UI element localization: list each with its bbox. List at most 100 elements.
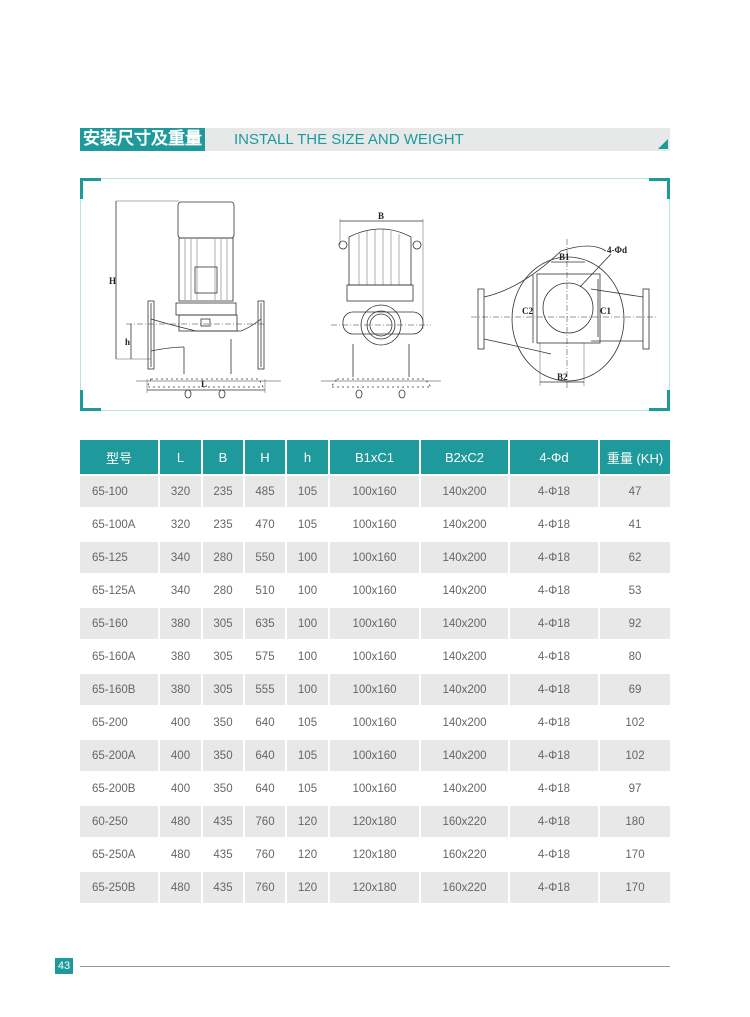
table-cell: 760 xyxy=(243,870,286,903)
label-B: B xyxy=(378,211,384,221)
pump-front-view xyxy=(321,219,441,399)
table-cell: 555 xyxy=(243,672,286,706)
table-cell: 65-160B xyxy=(80,672,159,706)
table-cell: 435 xyxy=(201,870,244,903)
table-cell: 100x160 xyxy=(328,639,420,673)
table-cell: 480 xyxy=(158,804,202,838)
table-cell: 140x200 xyxy=(419,639,509,673)
table-cell: 53 xyxy=(598,573,670,607)
table-cell: 635 xyxy=(243,606,286,640)
table-cell: 340 xyxy=(158,540,202,574)
table-cell: 760 xyxy=(243,804,286,838)
table-cell: 435 xyxy=(201,837,244,871)
table-cell: 350 xyxy=(201,738,244,772)
corner-bracket xyxy=(649,390,670,411)
table-cell: 65-125 xyxy=(80,540,159,574)
table-cell: 140x200 xyxy=(419,606,509,640)
table-row: 65-250B 480 435 760 120 120x180 160x220 4-Φ18 17… xyxy=(80,870,670,903)
table-cell: 350 xyxy=(201,705,244,739)
table-cell: 4-Φ18 xyxy=(508,771,599,805)
table-cell: 4-Φ18 xyxy=(508,837,599,871)
corner-bracket xyxy=(80,390,101,411)
column-header: 重量 (KH) xyxy=(598,440,670,475)
table-cell: 47 xyxy=(598,474,670,508)
table-cell: 140x200 xyxy=(419,474,509,508)
table-cell: 140x200 xyxy=(419,540,509,574)
table-row: 65-160B 380 305 555 100 100x160 140x200 4-Φ18 69 xyxy=(80,672,670,706)
table-cell: 550 xyxy=(243,540,286,574)
table-row: 65-200A 400 350 640 105 100x160 140x200 4-Φ18 10… xyxy=(80,738,670,772)
table-cell: 140x200 xyxy=(419,771,509,805)
column-header: 型号 xyxy=(80,440,159,475)
table-cell: 4-Φ18 xyxy=(508,606,599,640)
label-B1: B1 xyxy=(559,252,570,262)
section-title-bar: 安装尺寸及重量 INSTALL THE SIZE AND WEIGHT xyxy=(80,128,670,151)
table-cell: 140x200 xyxy=(419,573,509,607)
column-header: 4-Φd xyxy=(508,440,599,475)
table-cell: 4-Φ18 xyxy=(508,474,599,508)
table-cell: 305 xyxy=(201,606,244,640)
table-cell: 400 xyxy=(158,705,202,739)
table-cell: 100 xyxy=(285,573,329,607)
table-cell: 105 xyxy=(285,738,329,772)
table-cell: 92 xyxy=(598,606,670,640)
corner-bracket xyxy=(80,178,101,199)
column-header: L xyxy=(158,440,202,475)
table-cell: 100x160 xyxy=(328,573,420,607)
table-cell: 140x200 xyxy=(419,705,509,739)
table-cell: 575 xyxy=(243,639,286,673)
table-cell: 380 xyxy=(158,672,202,706)
table-cell: 100x160 xyxy=(328,507,420,541)
table-cell: 65-100 xyxy=(80,474,159,508)
column-header: H xyxy=(243,440,286,475)
table-cell: 65-250B xyxy=(80,870,159,903)
table-cell: 485 xyxy=(243,474,286,508)
table-cell: 105 xyxy=(285,507,329,541)
table-cell: 4-Φ18 xyxy=(508,507,599,541)
table-cell: 160x220 xyxy=(419,837,509,871)
table-cell: 4-Φ18 xyxy=(508,639,599,673)
table-cell: 102 xyxy=(598,705,670,739)
footer-divider xyxy=(80,966,670,967)
table-cell: 120x180 xyxy=(328,837,420,871)
label-holes: 4-Φd xyxy=(607,245,627,255)
pump-side-view xyxy=(115,200,281,399)
column-header: B xyxy=(201,440,244,475)
table-row: 65-200 400 350 640 105 100x160 140x200 4-Φ18 102 xyxy=(80,705,670,739)
table-row: 65-100A 320 235 470 105 100x160 140x200 4-Φ18 41 xyxy=(80,507,670,541)
table-cell: 100 xyxy=(285,672,329,706)
dimension-diagram: H h L B xyxy=(80,178,670,411)
table-cell: 305 xyxy=(201,672,244,706)
table-cell: 69 xyxy=(598,672,670,706)
label-C1: C1 xyxy=(600,306,611,316)
table-cell: 4-Φ18 xyxy=(508,804,599,838)
table-cell: 41 xyxy=(598,507,670,541)
corner-bracket xyxy=(649,178,670,199)
table-cell: 280 xyxy=(201,573,244,607)
pump-top-view xyxy=(471,239,657,389)
table-cell: 120x180 xyxy=(328,870,420,903)
table-row: 65-160 380 305 635 100 100x160 140x200 4-Φ18 92 xyxy=(80,606,670,640)
table-row: 65-160A 380 305 575 100 100x160 140x200 4-Φ18 80 xyxy=(80,639,670,673)
table-cell: 435 xyxy=(201,804,244,838)
table-cell: 102 xyxy=(598,738,670,772)
table-row: 60-250 480 435 760 120 120x180 160x220 4-Φ18 180 xyxy=(80,804,670,838)
table-cell: 120 xyxy=(285,804,329,838)
table-cell: 105 xyxy=(285,771,329,805)
table-cell: 170 xyxy=(598,870,670,903)
table-cell: 640 xyxy=(243,738,286,772)
table-row: 65-100 320 235 485 105 100x160 140x200 4-Φ18 47 xyxy=(80,474,670,508)
table-cell: 65-160 xyxy=(80,606,159,640)
table-cell: 65-125A xyxy=(80,573,159,607)
table-cell: 100x160 xyxy=(328,672,420,706)
table-cell: 120x180 xyxy=(328,804,420,838)
table-cell: 235 xyxy=(201,507,244,541)
table-cell: 170 xyxy=(598,837,670,871)
table-cell: 100 xyxy=(285,540,329,574)
table-cell: 640 xyxy=(243,705,286,739)
table-cell: 140x200 xyxy=(419,672,509,706)
table-cell: 4-Φ18 xyxy=(508,672,599,706)
table-cell: 4-Φ18 xyxy=(508,540,599,574)
table-row: 65-200B 400 350 640 105 100x160 140x200 4-Φ18 97 xyxy=(80,771,670,805)
